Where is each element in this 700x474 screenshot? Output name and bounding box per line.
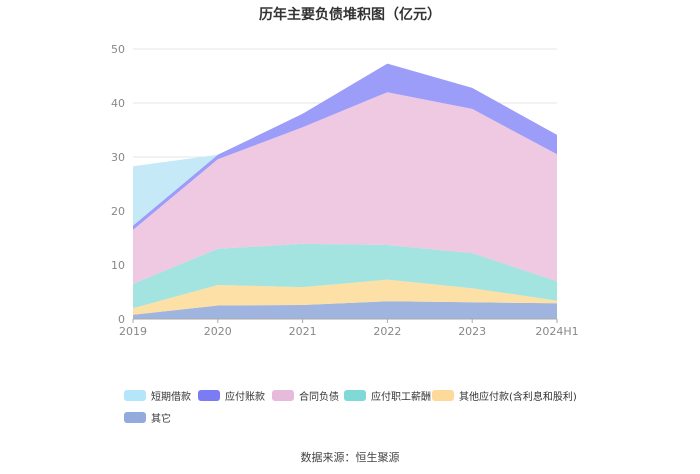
legend-item[interactable]: 短期借款: [124, 388, 191, 403]
y-tick-label: 0: [118, 313, 125, 326]
legend-swatch: [432, 390, 454, 401]
legend-item[interactable]: 合同负债: [272, 388, 339, 403]
y-tick-label: 50: [111, 43, 125, 56]
legend-label: 其他应付款(含利息和股利): [459, 392, 577, 403]
area-合同负债: [133, 92, 557, 284]
y-tick-label: 30: [111, 151, 125, 164]
legend-swatch: [198, 390, 220, 401]
area-其它: [133, 301, 557, 319]
legend-label: 应付账款: [225, 392, 265, 403]
area-series: [133, 63, 557, 319]
source-note: 数据来源：恒生聚源: [300, 451, 400, 464]
area-应付职工薪酬: [133, 243, 557, 309]
legend-label: 应付职工薪酬: [371, 392, 431, 403]
x-tick-label: 2020: [204, 325, 232, 338]
legend-item[interactable]: 应付职工薪酬: [344, 388, 431, 403]
legend-swatch: [124, 412, 146, 423]
y-tick-label: 20: [111, 205, 125, 218]
x-tick-label: 2019: [119, 325, 147, 338]
x-tick-label: 2021: [289, 325, 317, 338]
y-tick-label: 10: [111, 259, 125, 272]
legend-label: 其它: [151, 414, 171, 425]
legend-label: 合同负债: [299, 392, 339, 403]
x-tick-label: 2024H1: [535, 325, 578, 338]
legend-item[interactable]: 其他应付款(含利息和股利): [432, 388, 577, 403]
area-其他应付款(含利息和股利): [133, 279, 557, 315]
y-tick-label: 40: [111, 97, 125, 110]
axes: 0 10 20 30 40 50 2019 2020 2021 2022 2023 2024H1: [111, 43, 579, 338]
legend-swatch: [344, 390, 366, 401]
legend-item[interactable]: 应付账款: [198, 388, 265, 403]
x-tick-label: 2022: [373, 325, 401, 338]
legend-item[interactable]: 其它: [124, 410, 171, 425]
x-tick-label: 2023: [458, 325, 486, 338]
area-应付账款: [133, 63, 557, 230]
legend-swatch: [272, 390, 294, 401]
legend-swatch: [124, 390, 146, 401]
chart-title: 历年主要负债堆积图（亿元）: [259, 7, 441, 23]
legend-label: 短期借款: [151, 392, 191, 403]
